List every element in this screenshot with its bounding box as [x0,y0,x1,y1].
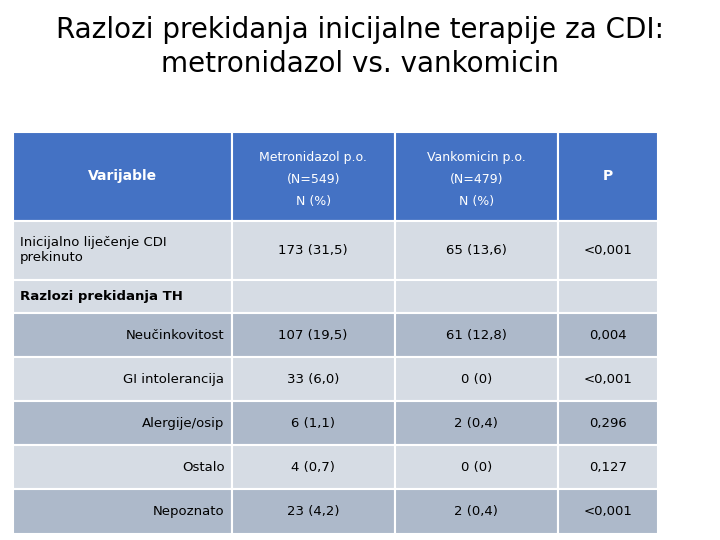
Text: <0,001: <0,001 [584,244,633,257]
Text: Alergije/osip: Alergije/osip [142,417,225,430]
Text: 0,004: 0,004 [590,329,627,342]
Text: Razlozi prekidanja TH: Razlozi prekidanja TH [20,290,183,303]
Text: Metronidazol p.o.: Metronidazol p.o. [259,151,367,164]
Text: Nepoznato: Nepoznato [153,505,225,518]
Text: 0,296: 0,296 [589,417,627,430]
Text: 107 (19,5): 107 (19,5) [279,329,348,342]
Text: 0 (0): 0 (0) [461,373,492,386]
Text: 33 (6,0): 33 (6,0) [287,373,339,386]
Text: <0,001: <0,001 [584,505,633,518]
Text: GI intolerancija: GI intolerancija [123,373,225,386]
Text: N (%): N (%) [459,194,494,208]
Text: 61 (12,8): 61 (12,8) [446,329,507,342]
Text: (N=479): (N=479) [449,173,503,186]
Text: 4 (0,7): 4 (0,7) [291,461,335,474]
Text: 0,127: 0,127 [589,461,627,474]
Text: Razlozi prekidanja inicijalne terapije za CDI:
metronidazol vs. vankomicin: Razlozi prekidanja inicijalne terapije z… [56,16,664,78]
Text: Inicijalno liječenje CDI
prekinuto: Inicijalno liječenje CDI prekinuto [20,237,167,264]
Text: Varijable: Varijable [88,170,157,184]
Text: 0 (0): 0 (0) [461,461,492,474]
Text: 2 (0,4): 2 (0,4) [454,417,498,430]
Text: 6 (1,1): 6 (1,1) [291,417,335,430]
Text: P: P [603,170,613,184]
Text: 173 (31,5): 173 (31,5) [279,244,348,257]
Text: 2 (0,4): 2 (0,4) [454,505,498,518]
Text: 23 (4,2): 23 (4,2) [287,505,339,518]
Text: 65 (13,6): 65 (13,6) [446,244,507,257]
Text: Ostalo: Ostalo [181,461,225,474]
Text: Vankomicin p.o.: Vankomicin p.o. [427,151,526,164]
Text: <0,001: <0,001 [584,373,633,386]
Text: (N=549): (N=549) [287,173,340,186]
Text: N (%): N (%) [296,194,330,208]
Text: Neučinkovitost: Neučinkovitost [126,329,225,342]
